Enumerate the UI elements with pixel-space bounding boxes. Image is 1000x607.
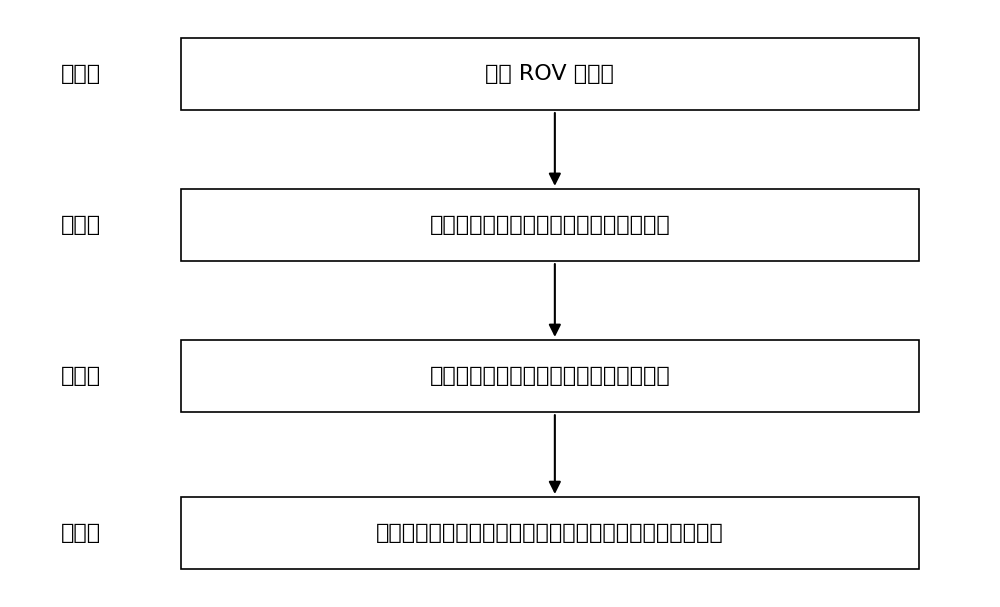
Text: 步骤一: 步骤一	[61, 64, 101, 84]
Text: 基于步骤一、二、三建立考虑饱和的改进滑模变结构控制。: 基于步骤一、二、三建立考虑饱和的改进滑模变结构控制。	[376, 523, 724, 543]
FancyBboxPatch shape	[181, 38, 919, 110]
Text: 步骤三: 步骤三	[61, 366, 101, 386]
Text: 步骤二: 步骤二	[61, 215, 101, 235]
FancyBboxPatch shape	[181, 340, 919, 412]
FancyBboxPatch shape	[181, 497, 919, 569]
FancyBboxPatch shape	[181, 189, 919, 261]
Text: 步骤四: 步骤四	[61, 523, 101, 543]
Text: 建立 ROV 模型；: 建立 ROV 模型；	[485, 64, 614, 84]
Text: 基于步骤一建立改进的滑模变结构控制；: 基于步骤一建立改进的滑模变结构控制；	[429, 215, 670, 235]
Text: 基于步骤一、步骤二引入输入饱和函数；: 基于步骤一、步骤二引入输入饱和函数；	[429, 366, 670, 386]
